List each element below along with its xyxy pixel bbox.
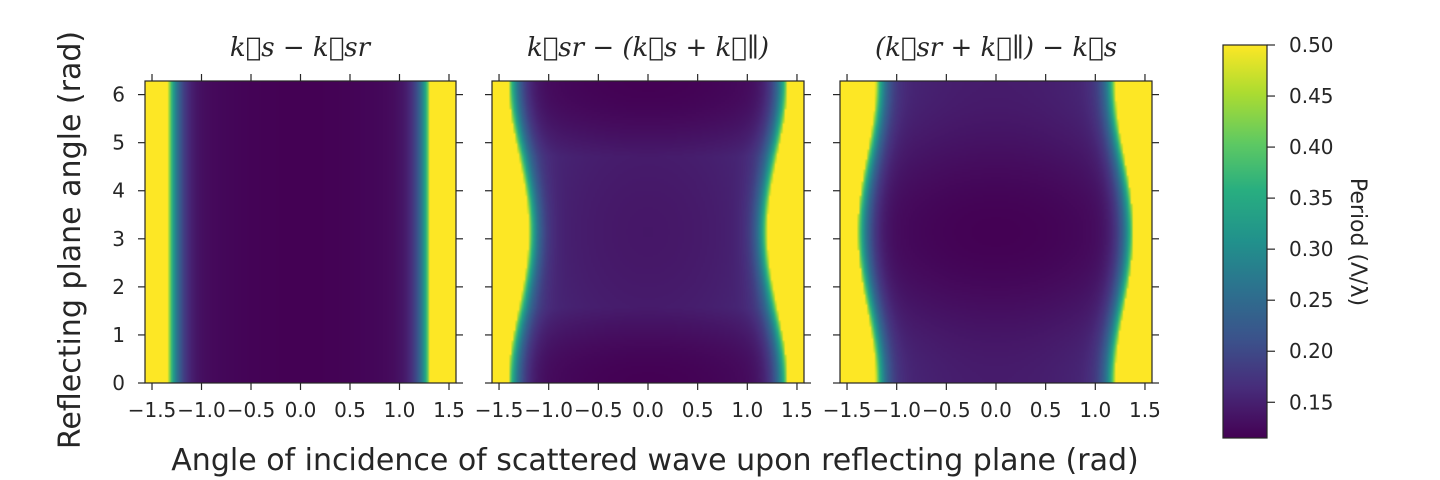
colorbar-gradient	[1222, 44, 1268, 439]
panel-2-heatmap	[492, 81, 804, 383]
colorbar-tick-label: 0.25	[1289, 288, 1334, 312]
colorbar-tick-label: 0.30	[1289, 237, 1334, 261]
x-tick-label: 0.5	[334, 398, 366, 422]
panel-1-x-ticks: −1.5 −1.0 −0.5 0.0 0.5 1.0 1.5	[128, 74, 465, 422]
x-tick-label: −1.0	[177, 398, 226, 422]
panel-1: k⃗s − k⃗sr −1.5 −1.0 −0.5 0.0 0.5 1.0 1.5 0 1 2 3…	[112, 33, 465, 422]
panel-2: k⃗sr − (k⃗s + k⃗∥) −1.5 −1.0 −0.5 0.0 0.5 1.0…	[475, 33, 813, 422]
x-tick-label: −1.5	[128, 398, 177, 422]
panel-1-title: k⃗s − k⃗sr	[230, 33, 372, 63]
y-tick-label: 5	[112, 131, 125, 155]
x-tick-label: −1.0	[872, 398, 921, 422]
y-tick-label: 3	[112, 227, 125, 251]
colorbar-tick-label: 0.20	[1289, 339, 1334, 363]
x-tick-label: 0.5	[682, 398, 714, 422]
x-tick-label: 1.0	[731, 398, 763, 422]
x-tick-label: 0.5	[1030, 398, 1062, 422]
x-tick-label: −1.5	[823, 398, 872, 422]
y-tick-label: 6	[112, 83, 125, 107]
panel-1-y-ticks: 0 1 2 3 4 5 6	[112, 83, 463, 395]
x-tick-label: −0.5	[574, 398, 623, 422]
x-tick-label: −1.0	[524, 398, 573, 422]
y-tick-label: 0	[112, 371, 125, 395]
colorbar-tick-label: 0.45	[1289, 84, 1334, 108]
y-tick-label: 2	[112, 275, 125, 299]
colorbar: 0.15 0.20 0.25 0.30 0.35 0.40 0.45 0.50 Period …	[1222, 33, 1370, 439]
y-tick-label: 4	[112, 179, 125, 203]
panel-2-title: k⃗sr − (k⃗s + k⃗∥)	[527, 33, 769, 63]
x-tick-label: −0.5	[922, 398, 971, 422]
x-tick-label: 0.0	[285, 398, 317, 422]
x-tick-label: 1.0	[1079, 398, 1111, 422]
colorbar-tick-label: 0.50	[1289, 33, 1334, 57]
y-tick-label: 1	[112, 323, 125, 347]
colorbar-tick-label: 0.35	[1289, 186, 1334, 210]
colorbar-tick-label: 0.15	[1289, 390, 1334, 414]
colorbar-ticks: 0.15 0.20 0.25 0.30 0.35 0.40 0.45 0.50	[1267, 33, 1334, 414]
x-tick-label: 1.5	[433, 398, 465, 422]
x-tick-label: 1.0	[384, 398, 416, 422]
panel-3-heatmap	[840, 81, 1152, 383]
panel-3-y-ticks	[833, 94, 1159, 384]
x-tick-label: −0.5	[227, 398, 276, 422]
panel-2-y-ticks	[485, 94, 811, 384]
panel-2-x-ticks: −1.5 −1.0 −0.5 0.0 0.5 1.0 1.5	[475, 74, 813, 422]
panel-3-x-ticks: −1.5 −1.0 −0.5 0.0 0.5 1.0 1.5	[823, 74, 1161, 422]
x-axis-title: Angle of incidence of scattered wave upo…	[171, 443, 1138, 478]
panel-1-heatmap	[145, 81, 456, 383]
colorbar-tick-label: 0.40	[1289, 135, 1334, 159]
x-tick-label: −1.5	[475, 398, 524, 422]
x-tick-label: 0.0	[980, 398, 1012, 422]
panel-3: (k⃗sr + k⃗∥) − k⃗s −1.5 −1.0 −0.5 0.0 0.5 1.0…	[823, 33, 1161, 422]
colorbar-title: Period (Λ/λ)	[1345, 178, 1370, 306]
y-axis-title: Reflecting plane angle (rad)	[53, 31, 88, 449]
x-tick-label: 1.5	[1129, 398, 1161, 422]
x-tick-label: 1.5	[781, 398, 813, 422]
panel-3-title: (k⃗sr + k⃗∥) − k⃗s	[875, 33, 1117, 63]
x-tick-label: 0.0	[632, 398, 664, 422]
